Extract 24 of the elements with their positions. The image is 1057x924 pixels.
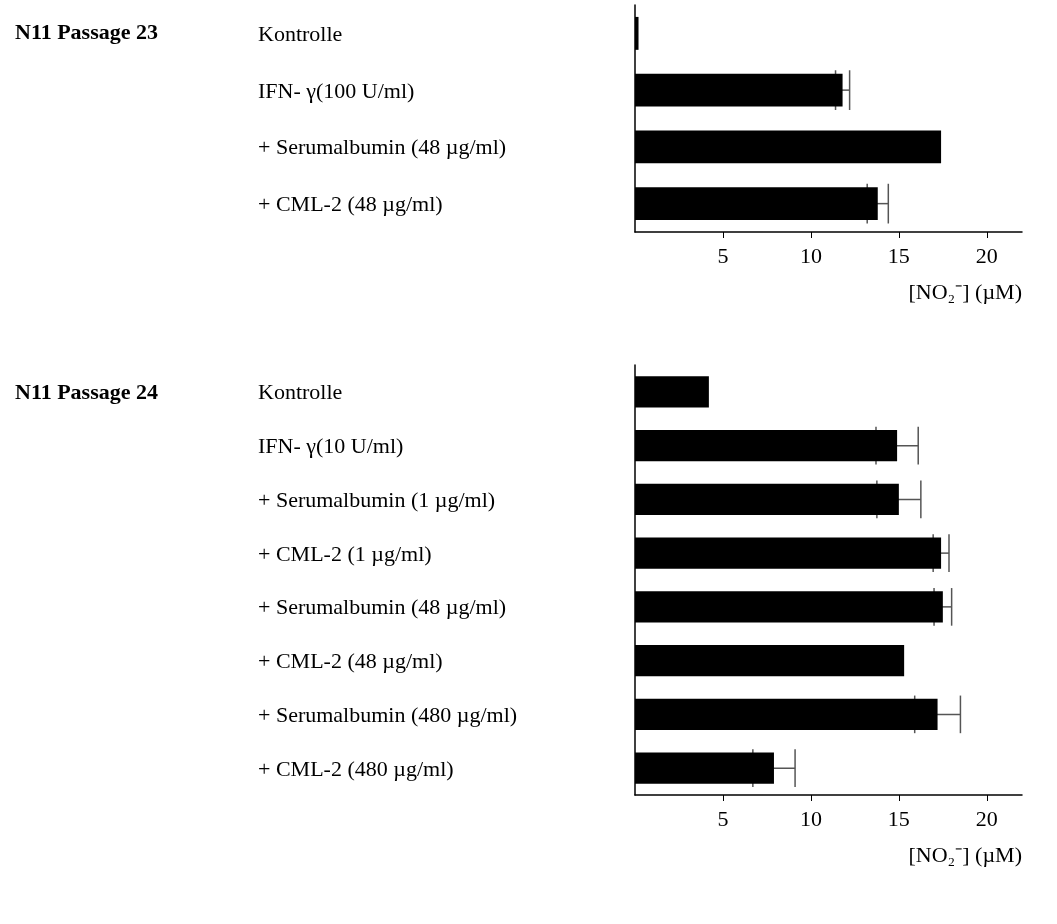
x-tick-label: 10 — [799, 242, 822, 268]
x-tick-label: 15 — [887, 242, 910, 268]
x-tick-label: 15 — [887, 805, 910, 831]
text: N11 Passage 23 — [15, 18, 158, 44]
x-tick-label: 5 — [717, 805, 729, 831]
x-tick-label: 20 — [975, 242, 998, 268]
y-tick-label: + CML-2 (48 µg/ml) — [258, 648, 443, 674]
x-tick-label: 10 — [799, 805, 822, 831]
y-tick-label: + CML-2 (1 µg/ml) — [258, 540, 432, 566]
y-tick-label: + Serumalbumin (48 µg/ml) — [258, 594, 507, 620]
y-tick-label: IFN- γ(10 U/ml) — [258, 433, 404, 459]
x-tick-label: 20 — [975, 805, 998, 831]
y-tick-label: + Serumalbumin (1 µg/ml) — [258, 486, 496, 512]
x-tick-label: 5 — [717, 242, 729, 268]
y-tick-label: + CML-2 (480 µg/ml) — [258, 755, 454, 781]
y-tick-label: + Serumalbumin (48 µg/ml) — [258, 134, 507, 160]
x-axis-title: [NO₂⁻] (µM) — [908, 841, 1022, 867]
y-tick-label: + CML-2 (48 µg/ml) — [258, 191, 443, 217]
y-tick-label: Kontrolle — [258, 379, 343, 405]
x-axis-title: [NO₂⁻] (µM) — [908, 278, 1022, 304]
y-tick-label: IFN- γ(100 U/ml) — [258, 77, 415, 103]
text: N11 Passage 24 — [15, 378, 158, 404]
y-tick-label: Kontrolle — [258, 20, 343, 46]
y-tick-label: + Serumalbumin (480 µg/ml) — [258, 701, 518, 727]
